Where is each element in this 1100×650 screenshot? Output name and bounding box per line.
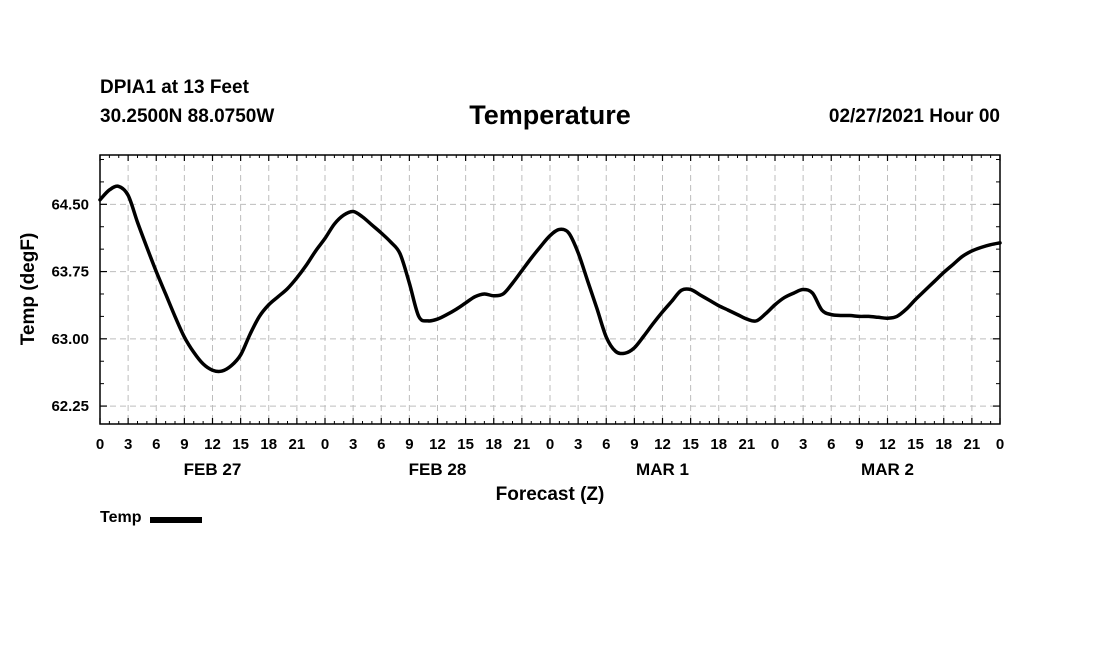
temp-series-line	[98, 184, 1002, 374]
x-day-label: MAR 1	[636, 460, 689, 479]
y-tick-label: 62.25	[51, 398, 89, 415]
x-tick-label: 0	[321, 436, 329, 453]
x-tick-label: 15	[907, 436, 924, 453]
x-tick-label: 21	[964, 436, 981, 453]
x-tick-label: 18	[485, 436, 502, 453]
x-day-label: FEB 28	[409, 460, 467, 479]
x-tick-label: 0	[546, 436, 554, 453]
x-tick-label: 6	[602, 436, 610, 453]
x-day-label: FEB 27	[184, 460, 242, 479]
x-tick-label: 18	[260, 436, 277, 453]
y-tick-label: 63.00	[51, 331, 89, 348]
x-tick-label: 6	[827, 436, 835, 453]
x-tick-label: 21	[514, 436, 531, 453]
y-tick-label: 64.50	[51, 196, 89, 213]
grid-layer	[100, 155, 1000, 424]
x-tick-label: 3	[124, 436, 132, 453]
chart-title: Temperature	[469, 100, 631, 130]
x-tick-label: 6	[377, 436, 385, 453]
x-tick-label: 12	[429, 436, 446, 453]
y-tick-label: 63.75	[51, 264, 89, 281]
coordinates-label: 30.2500N 88.0750W	[100, 106, 275, 127]
legend-label: Temp	[100, 509, 142, 526]
x-tick-label: 12	[879, 436, 896, 453]
x-tick-label: 9	[630, 436, 638, 453]
x-tick-label: 21	[739, 436, 756, 453]
x-day-label: MAR 2	[861, 460, 914, 479]
x-tick-label: 9	[405, 436, 413, 453]
x-tick-label: 18	[935, 436, 952, 453]
tick-layer: 0 3 6 9 12 15 18 21 0 3 6 9 12 15 18 21 0 3 6 9 12 15 18 21 0 3 6 9…	[51, 155, 1004, 479]
y-axis-title: Temp (degF)	[18, 233, 39, 346]
x-tick-label: 21	[289, 436, 306, 453]
x-tick-label: 9	[855, 436, 863, 453]
x-tick-label: 15	[457, 436, 474, 453]
x-tick-label: 12	[654, 436, 671, 453]
legend-line-swatch	[150, 516, 203, 523]
x-tick-label: 3	[574, 436, 582, 453]
x-tick-label: 18	[710, 436, 727, 453]
x-tick-label: 0	[96, 436, 104, 453]
station-label: DPIA1 at 13 Feet	[100, 77, 249, 98]
x-tick-label: 15	[232, 436, 249, 453]
x-tick-label: 3	[799, 436, 807, 453]
legend: Temp	[100, 509, 203, 527]
x-tick-label: 6	[152, 436, 160, 453]
x-tick-label: 15	[682, 436, 699, 453]
x-axis-title: Forecast (Z)	[496, 484, 605, 505]
x-tick-label: 9	[180, 436, 188, 453]
x-tick-label: 3	[349, 436, 357, 453]
forecast-datetime: 02/27/2021 Hour 00	[828, 106, 1000, 127]
x-tick-label: 0	[996, 436, 1004, 453]
x-tick-label: 0	[771, 436, 779, 453]
x-tick-label: 12	[204, 436, 221, 453]
